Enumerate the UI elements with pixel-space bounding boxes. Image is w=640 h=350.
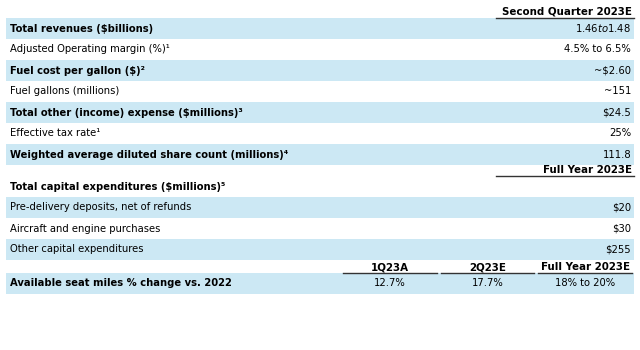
Text: Adjusted Operating margin (%)¹: Adjusted Operating margin (%)¹ (10, 44, 170, 55)
Text: Total other (income) expense ($millions)³: Total other (income) expense ($millions)… (10, 107, 243, 118)
Text: 18% to 20%: 18% to 20% (555, 279, 615, 288)
Text: $24.5: $24.5 (602, 107, 631, 118)
Text: Second Quarter 2023E: Second Quarter 2023E (502, 7, 632, 17)
Text: $255: $255 (605, 245, 631, 254)
Text: 17.7%: 17.7% (472, 279, 504, 288)
Text: Fuel gallons (millions): Fuel gallons (millions) (10, 86, 119, 97)
Text: 4.5% to 6.5%: 4.5% to 6.5% (564, 44, 631, 55)
Text: Total capital expenditures ($millions)⁵: Total capital expenditures ($millions)⁵ (10, 182, 225, 191)
FancyBboxPatch shape (6, 218, 634, 239)
Text: 111.8: 111.8 (602, 149, 631, 160)
FancyBboxPatch shape (6, 81, 634, 102)
Text: 25%: 25% (609, 128, 631, 139)
FancyBboxPatch shape (6, 144, 634, 165)
FancyBboxPatch shape (6, 123, 634, 144)
Text: Effective tax rate¹: Effective tax rate¹ (10, 128, 100, 139)
Text: ~151: ~151 (604, 86, 631, 97)
Text: 1Q23A: 1Q23A (371, 262, 409, 272)
FancyBboxPatch shape (6, 102, 634, 123)
Text: Fuel cost per gallon ($)²: Fuel cost per gallon ($)² (10, 65, 145, 76)
Text: Available seat miles % change vs. 2022: Available seat miles % change vs. 2022 (10, 279, 232, 288)
Text: Weighted average diluted share count (millions)⁴: Weighted average diluted share count (mi… (10, 149, 288, 160)
FancyBboxPatch shape (6, 18, 634, 39)
Text: Aircraft and engine purchases: Aircraft and engine purchases (10, 224, 161, 233)
Text: $20: $20 (612, 203, 631, 212)
Text: ~$2.60: ~$2.60 (594, 65, 631, 76)
FancyBboxPatch shape (6, 273, 634, 294)
Text: 2Q23E: 2Q23E (469, 262, 506, 272)
Text: Full Year 2023E: Full Year 2023E (541, 262, 630, 272)
Text: Full Year 2023E: Full Year 2023E (543, 165, 632, 175)
Text: 12.7%: 12.7% (374, 279, 406, 288)
Text: Total revenues ($billions): Total revenues ($billions) (10, 23, 153, 34)
Text: $30: $30 (612, 224, 631, 233)
FancyBboxPatch shape (6, 239, 634, 260)
Text: Pre-delivery deposits, net of refunds: Pre-delivery deposits, net of refunds (10, 203, 191, 212)
Text: Other capital expenditures: Other capital expenditures (10, 245, 143, 254)
FancyBboxPatch shape (6, 197, 634, 218)
FancyBboxPatch shape (6, 39, 634, 60)
Text: $1.46 to $1.48: $1.46 to $1.48 (575, 22, 631, 35)
FancyBboxPatch shape (6, 60, 634, 81)
